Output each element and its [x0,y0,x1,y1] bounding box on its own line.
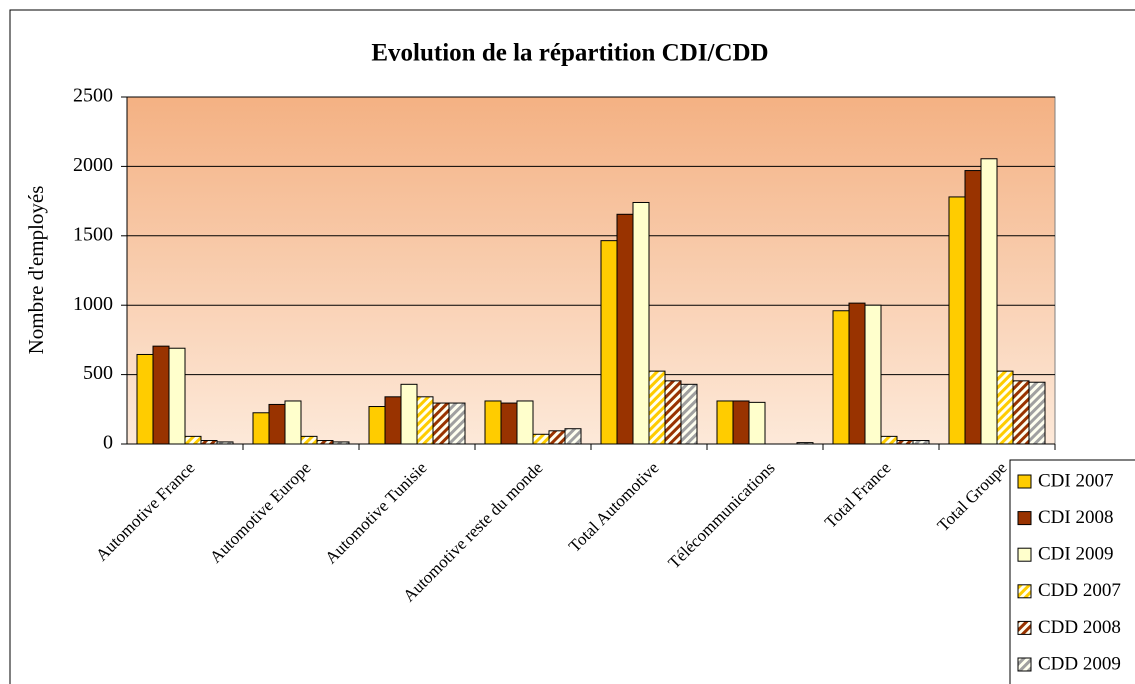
bar [616,213,634,445]
bar [448,402,466,445]
bar [980,158,998,445]
bar [796,442,814,445]
legend-box [1009,459,1135,684]
bar [548,430,566,445]
bar [996,370,1014,445]
plot-area [126,96,1056,445]
bar [300,435,318,445]
bar [268,403,286,445]
bar [564,428,582,445]
bar [516,400,534,445]
bar [716,400,734,445]
bar [184,435,202,445]
legend-label: CDD 2009 [1038,653,1121,674]
bar [848,302,866,445]
bar [252,412,270,445]
bar [912,440,930,445]
bar [964,170,982,445]
bar [216,441,234,445]
bar [664,380,682,445]
bar [416,396,434,445]
legend-label: CDI 2008 [1038,507,1113,528]
y-tick-label: 500 [83,362,113,384]
legend-swatch [1017,474,1032,489]
legend-label: CDI 2009 [1038,544,1113,565]
legend-swatch [1017,584,1032,599]
y-tick-label: 2000 [73,154,113,176]
bar [1012,380,1030,445]
bar [332,441,350,445]
bar [432,402,450,445]
bar [832,310,850,445]
bar [748,401,766,445]
y-tick-label: 1000 [73,293,113,315]
bar [880,435,898,445]
bar [136,353,154,445]
bar [316,440,334,445]
bar [632,201,650,445]
bar [484,400,502,445]
bar [384,396,402,445]
legend-swatch [1017,511,1032,526]
bar [368,406,386,445]
legend-swatch [1017,620,1032,635]
bar [400,383,418,445]
bar [168,347,186,445]
legend-label: CDD 2008 [1038,617,1121,638]
bar [532,433,550,445]
bar [284,400,302,445]
bar [1028,381,1046,445]
bar [200,440,218,445]
bar [948,196,966,445]
y-tick-label: 1500 [73,223,113,245]
bar [732,400,750,445]
legend-swatch [1017,547,1032,562]
bar [680,383,698,445]
legend-label: CDI 2007 [1038,470,1113,491]
legend-label: CDD 2007 [1038,580,1121,601]
y-tick-label: 2500 [73,85,113,107]
y-axis-label: Nombre d'employés [24,186,48,355]
bar [864,304,882,445]
chart-title: Evolution de la répartition CDI/CDD [371,40,768,67]
bar [896,440,914,445]
bar [600,240,618,445]
bar [152,345,170,445]
legend-swatch [1017,657,1032,672]
bar [500,402,518,445]
bar [648,370,666,445]
y-tick-label: 0 [103,432,113,454]
